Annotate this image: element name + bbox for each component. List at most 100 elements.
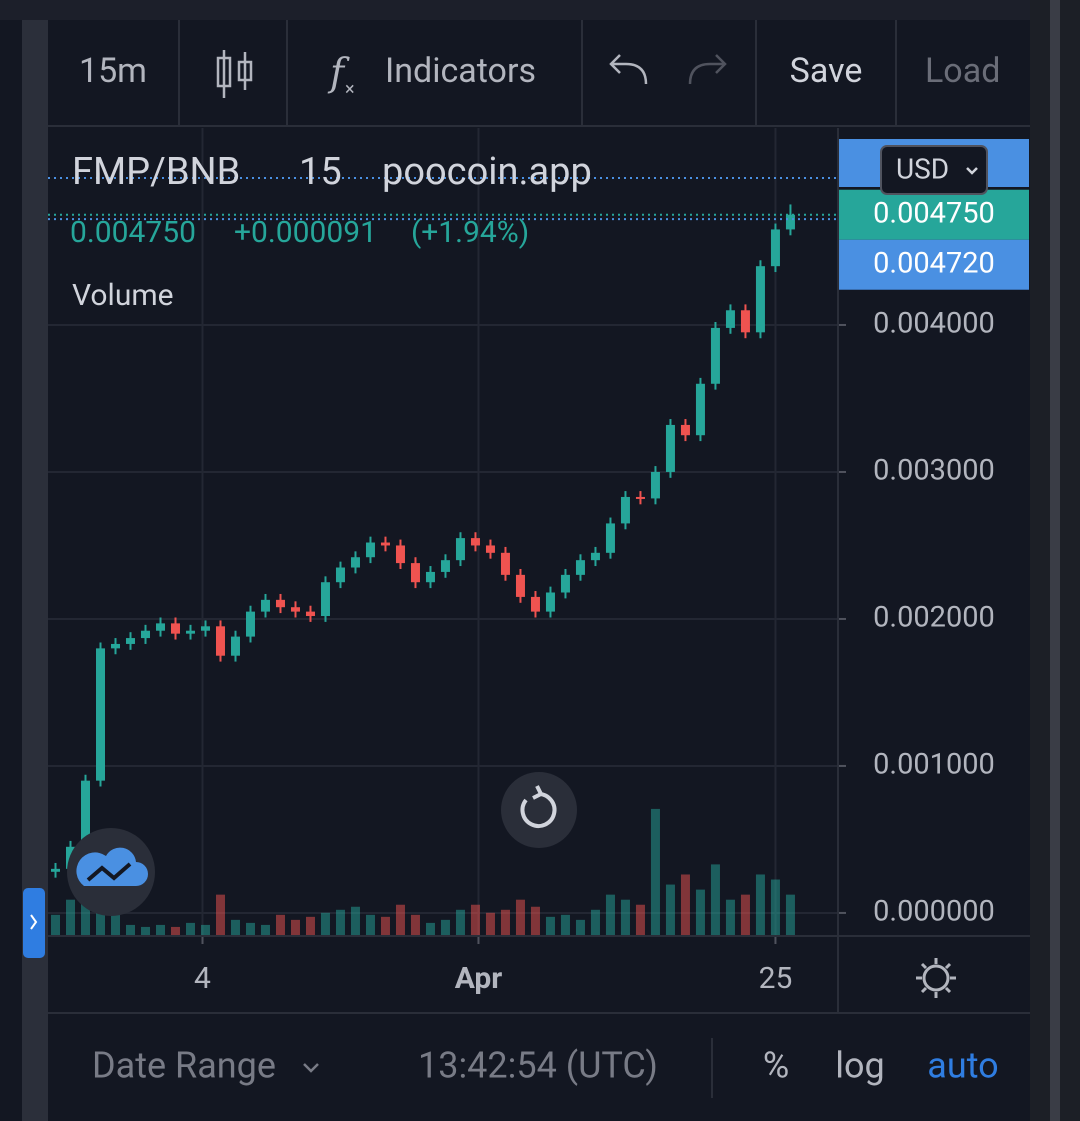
volume-bar	[110, 904, 120, 935]
volume-bar	[635, 904, 645, 935]
legend-change-pct: (+1.94%)	[411, 215, 529, 250]
volume-bar	[200, 924, 210, 935]
load-button[interactable]: Load	[925, 51, 1000, 91]
legend-interval: 15	[299, 150, 342, 194]
volume-bar	[680, 874, 690, 935]
volume-bar	[650, 808, 660, 935]
price-label: 0.004720	[873, 246, 995, 280]
volume-bar	[305, 916, 315, 935]
candle-body	[380, 542, 390, 546]
volume-bar	[785, 894, 795, 935]
tradingview-logo-line	[86, 862, 132, 882]
volume-bar	[260, 924, 270, 935]
y-tick-label: 0.004000	[873, 307, 995, 341]
candle-body	[200, 626, 210, 631]
volume-bar	[215, 894, 225, 935]
candle-body	[95, 648, 105, 781]
candle-body	[740, 310, 750, 333]
indicators-button[interactable]: Indicators	[385, 51, 536, 91]
volume-bar	[230, 919, 240, 935]
x-tick-label: 25	[759, 961, 793, 996]
volume-bar	[695, 889, 705, 935]
date-range-chevron	[303, 1063, 319, 1073]
volume-bar	[440, 919, 450, 935]
volume-bar	[500, 909, 510, 935]
volume-bar	[740, 894, 750, 935]
x-tick-label: Apr	[455, 961, 503, 996]
legend-source: poocoin.app	[382, 150, 592, 194]
volume-bar	[245, 922, 255, 935]
candle-body	[155, 623, 165, 631]
candle-body	[530, 596, 540, 612]
volume-bar	[125, 924, 135, 935]
volume-legend: Volume	[72, 278, 174, 313]
candle-body	[440, 560, 450, 572]
volume-bar	[320, 912, 330, 935]
volume-bar	[380, 916, 390, 935]
candle-body	[365, 542, 375, 558]
currency-label: USD	[896, 152, 949, 185]
candle-body	[50, 868, 60, 872]
side-toggle[interactable]	[23, 888, 45, 958]
candle-body	[125, 638, 135, 644]
volume-bar	[575, 919, 585, 935]
price-label-box	[839, 189, 1029, 240]
volume-bar	[665, 884, 675, 935]
currency-chevron	[966, 167, 978, 175]
top-strip	[0, 0, 1080, 20]
candle-body	[620, 496, 630, 524]
y-tick-label: 0.002000	[873, 601, 995, 635]
x-tick-label: 4	[194, 961, 211, 996]
settings-button[interactable]	[916, 958, 956, 998]
currency-button-box	[880, 145, 988, 195]
toolbar-dividers	[178, 20, 897, 126]
y-tick-label: 0.001000	[873, 748, 995, 782]
candle-body	[395, 545, 405, 564]
scrollbar	[1050, 0, 1060, 1121]
candle-body	[770, 229, 780, 267]
volume-bar	[710, 864, 720, 935]
candle-body	[170, 623, 180, 634]
volume-bar	[515, 899, 525, 935]
candle-body	[290, 607, 300, 612]
percent-toggle[interactable]: %	[763, 1045, 789, 1087]
candle-body	[650, 471, 660, 499]
interval-button[interactable]: 15m	[79, 51, 147, 91]
candle-body	[110, 643, 120, 649]
candle-body	[695, 383, 705, 436]
candle-body	[785, 214, 795, 230]
candle-body	[725, 310, 735, 328]
legend: FMP/BNB 15 poocoin.app 0.004750 +0.00009…	[70, 150, 592, 313]
redo-button[interactable]	[688, 54, 727, 85]
log-toggle[interactable]: log	[835, 1045, 885, 1087]
legend-change: +0.000091	[234, 215, 377, 250]
reset-button[interactable]	[501, 772, 577, 848]
volume-bar	[560, 914, 570, 935]
save-button[interactable]: Save	[790, 51, 863, 91]
date-range-button[interactable]: Date Range	[92, 1045, 276, 1087]
volume-bar	[155, 924, 165, 935]
candle-body	[485, 545, 495, 553]
volume-bar	[605, 894, 615, 935]
volume-bar	[410, 914, 420, 935]
chart-type-button[interactable]	[216, 50, 253, 98]
candle-body	[215, 626, 225, 656]
volume-bar	[335, 909, 345, 935]
reset-icon	[520, 785, 557, 828]
legend-symbol: FMP/BNB	[72, 150, 240, 194]
candle-body	[755, 266, 765, 333]
candle-body	[470, 538, 480, 546]
auto-toggle[interactable]: auto	[927, 1045, 998, 1087]
undo-button[interactable]	[609, 54, 648, 85]
volume-bar	[365, 914, 375, 935]
candle-body	[80, 780, 90, 847]
currency-button[interactable]: USD	[880, 145, 988, 195]
plot-area: 0.000000 0.001000 0.002000 0.003000 0.004000…	[48, 128, 995, 996]
volume-bar	[485, 912, 495, 935]
footer: Date Range 13:42:54 (UTC) % log auto	[92, 1038, 999, 1098]
candle-body	[680, 424, 690, 436]
side-toggle-icon	[30, 914, 38, 930]
volume-bar	[425, 922, 435, 935]
candle-body	[605, 523, 615, 553]
